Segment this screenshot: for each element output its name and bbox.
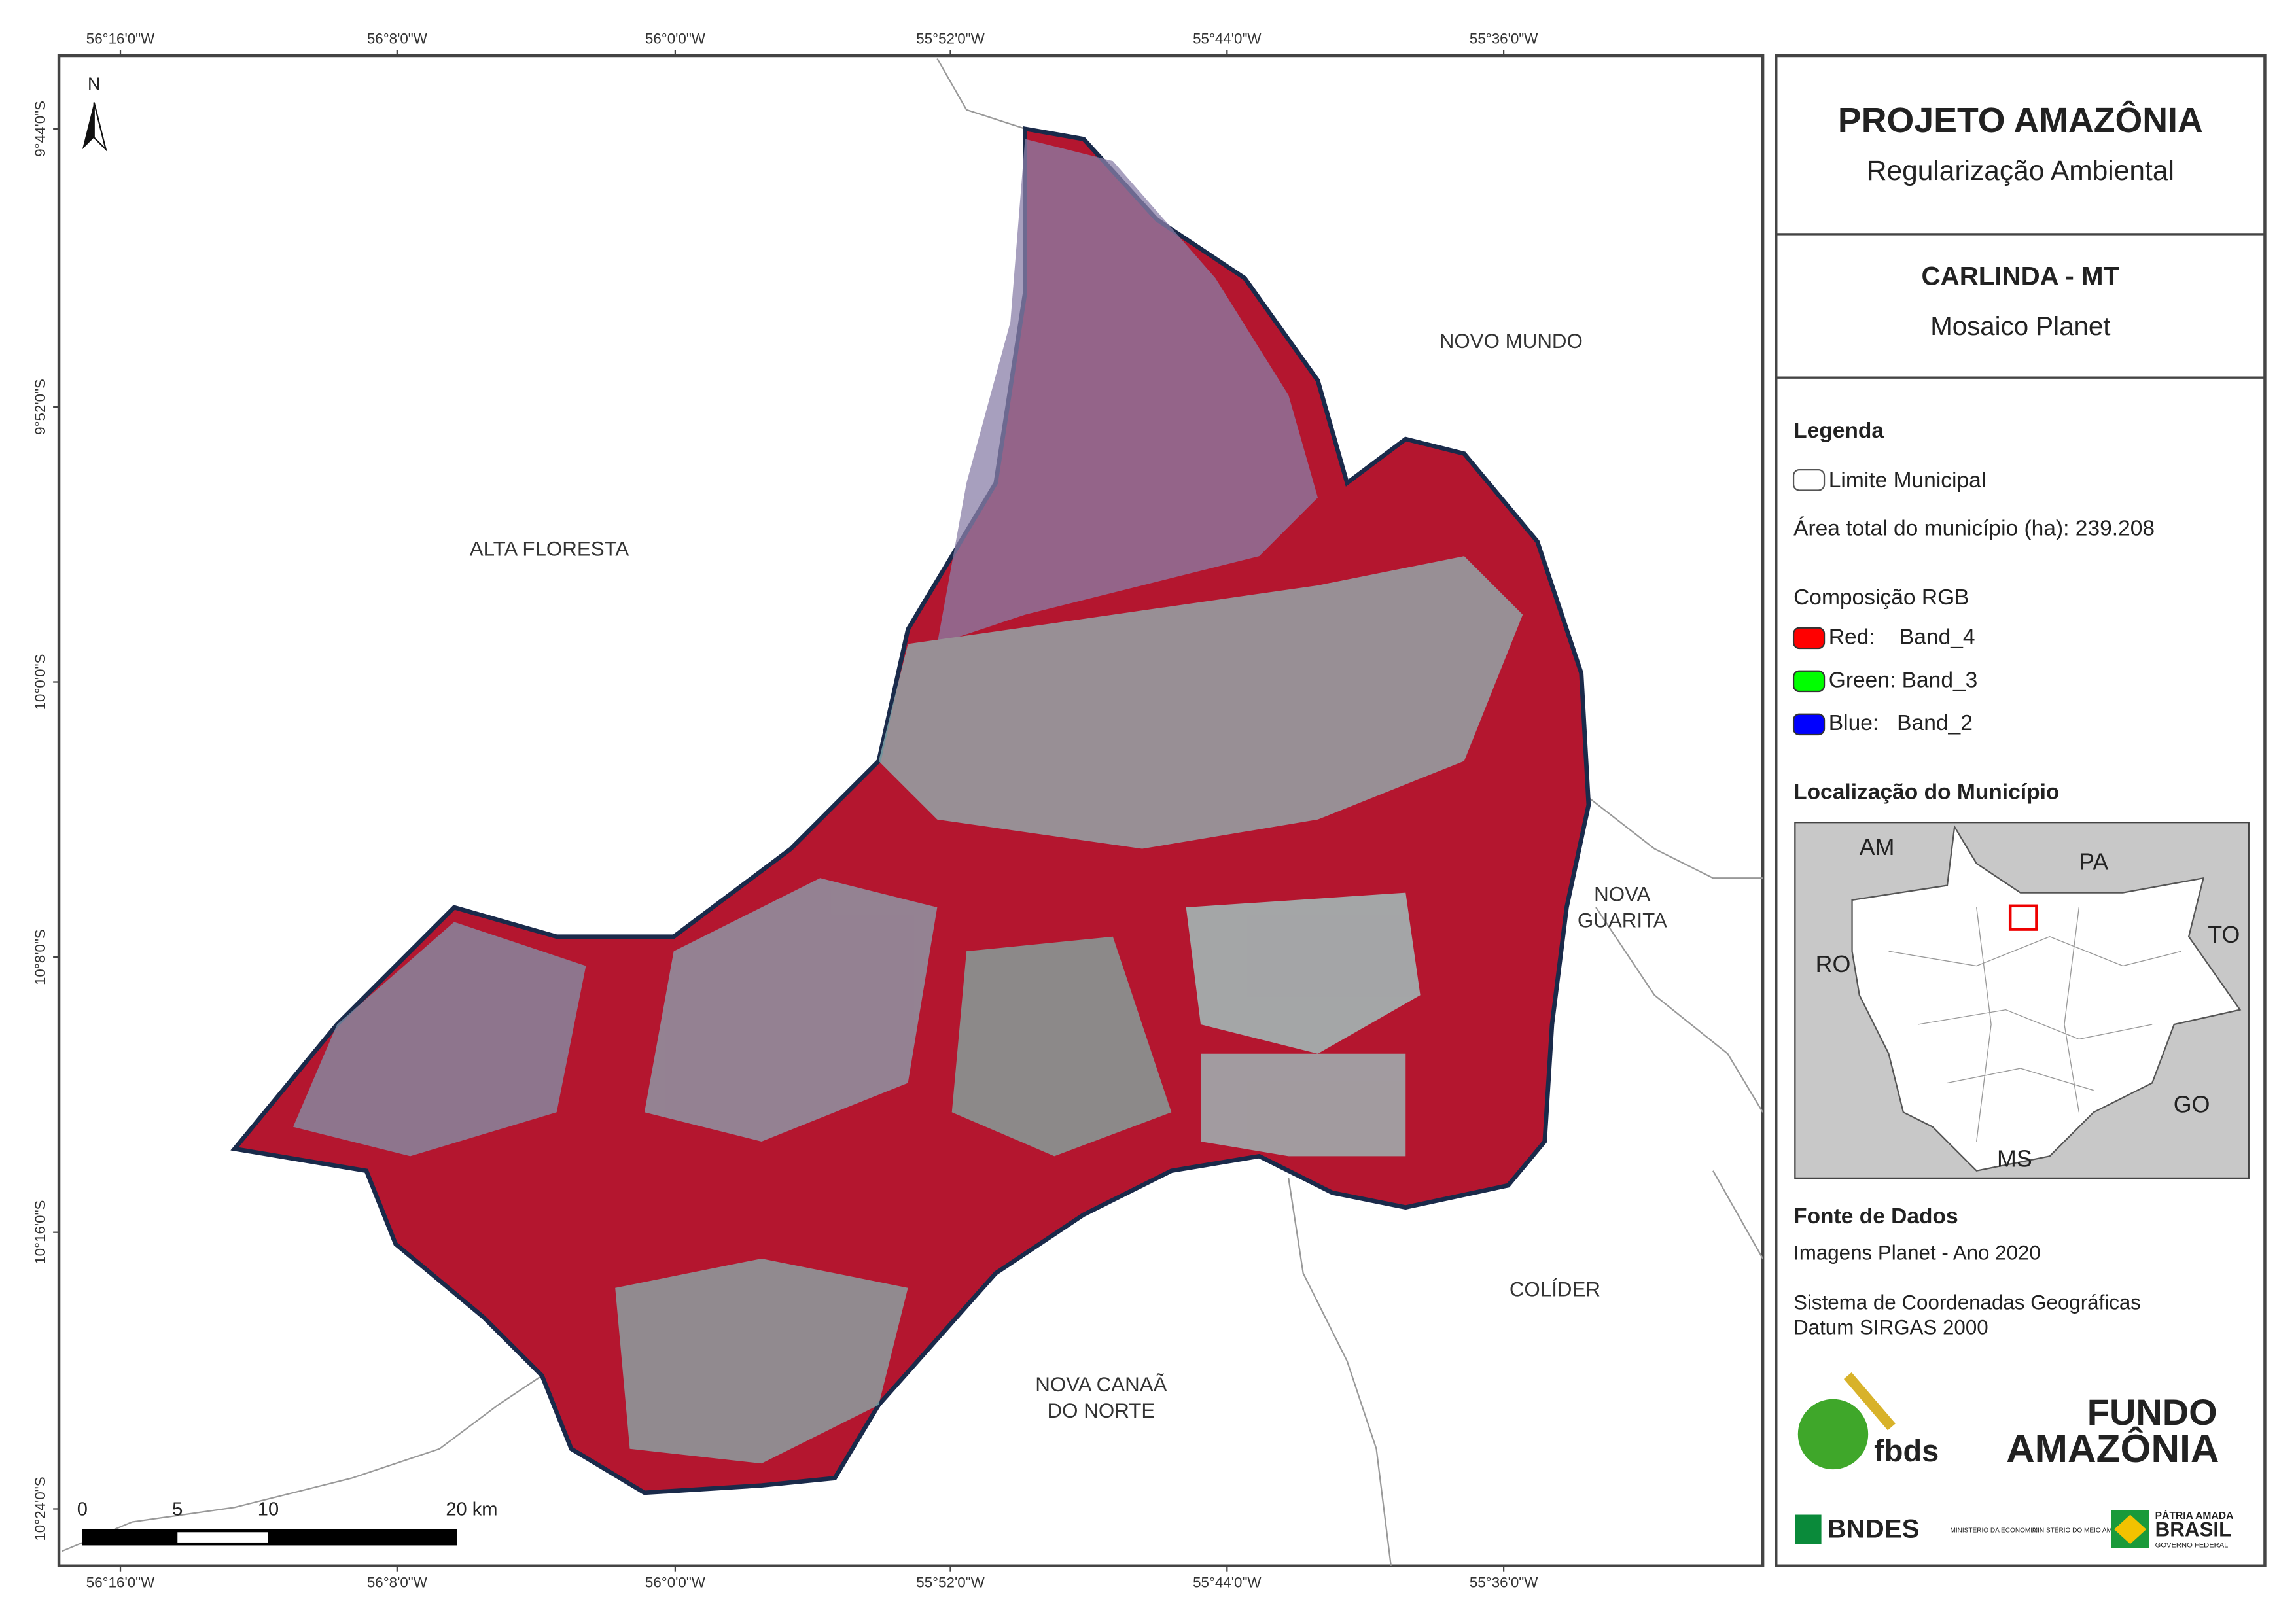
left-tick-label: 10°24'0"S: [32, 1476, 48, 1541]
legend-label: Limite Municipal: [1829, 468, 1987, 493]
image-patches: [293, 139, 1523, 1464]
brasil-text: BRASIL: [2155, 1518, 2232, 1541]
ministry-text: MINISTÉRIO DO MEIO AMBIENTE: [2032, 1526, 2136, 1535]
fundo-text: AMAZÔNIA: [2006, 1426, 2219, 1471]
legend-title: Legenda: [1793, 419, 1884, 443]
gov-text: GOVERNO FEDERAL: [2155, 1541, 2229, 1549]
state-label: AM: [1860, 834, 1895, 860]
place-label: NOVO MUNDO: [1439, 330, 1583, 353]
fbds-logo: [1843, 1372, 1896, 1431]
bottom-tick-label: 55°52'0"W: [916, 1575, 985, 1591]
band-swatch: [1792, 713, 1826, 736]
brasil-flag: [2114, 1514, 2147, 1544]
map-frame: 56°16'0"W 56°8'0"W 56°0'0"W 55°52'0"W 55°44'…: [32, 30, 1765, 1591]
location-marker: [2008, 904, 2038, 931]
scale-label: 5: [172, 1499, 183, 1520]
place-label: NOVA: [1594, 882, 1651, 905]
band-label: Blue: Band_2: [1829, 711, 1973, 735]
place-label: NOVA CANAÃ: [1035, 1373, 1167, 1396]
title: PROJETO AMAZÔNIA: [1838, 100, 2203, 140]
sources-title: Fonte de Dados: [1793, 1204, 1958, 1229]
fbds-logo: [1797, 1399, 1869, 1470]
scale-bar: [177, 1532, 268, 1543]
top-tick-label: 55°44'0"W: [1193, 30, 1262, 46]
place-label: DO NORTE: [1048, 1399, 1156, 1422]
state-label: MS: [1997, 1146, 2032, 1172]
left-tick-label: 9°52'0"S: [32, 379, 48, 435]
top-tick-label: 55°52'0"W: [916, 30, 985, 46]
state-label: GO: [2174, 1092, 2210, 1118]
fbds-text: fbds: [1874, 1433, 1939, 1468]
fundo-text: FUNDO: [2087, 1391, 2217, 1433]
left-tick-label: 10°0'0"S: [32, 654, 48, 710]
scale-label: 10: [258, 1499, 279, 1520]
municipality-name: CARLINDA - MT: [1922, 262, 2120, 291]
north-label: N: [88, 74, 100, 94]
source-line: Sistema de Coordenadas Geográficas: [1793, 1291, 2141, 1314]
source-line: Imagens Planet - Ano 2020: [1793, 1242, 2041, 1265]
rgb-title: Composição RGB: [1793, 585, 1969, 610]
patria-text: PÁTRIA AMADA: [2155, 1509, 2234, 1522]
area-label: Área total do município (ha): 239.208: [1793, 517, 2155, 541]
bottom-tick-label: 56°16'0"W: [86, 1575, 155, 1591]
top-tick-label: 56°0'0"W: [645, 30, 706, 46]
boundary-swatch: [1792, 469, 1826, 491]
scale-label: 0: [77, 1499, 88, 1520]
neighbor-boundaries: [62, 58, 1764, 1566]
scale-label: 20 km: [446, 1499, 497, 1520]
legend-panel: PROJETO AMAZÔNIA Regularização Ambiental…: [1775, 54, 2267, 1567]
bottom-tick-label: 56°8'0"W: [367, 1575, 428, 1591]
bndes-logo: [1795, 1514, 1822, 1544]
band-swatch: [1792, 627, 1826, 650]
location-title: Localização do Município: [1793, 780, 2059, 804]
band-swatch: [1792, 670, 1826, 693]
bottom-tick-label: 55°36'0"W: [1470, 1575, 1538, 1591]
mt-state: [1851, 824, 2242, 1172]
place-label: GUARITA: [1578, 909, 1667, 932]
state-label: RO: [1816, 951, 1851, 977]
subtitle: Regularização Ambiental: [1867, 156, 2174, 186]
bndes-text: BNDES: [1828, 1514, 1920, 1544]
north-arrow: [82, 102, 94, 150]
place-label: ALTA FLORESTA: [470, 537, 629, 560]
bottom-tick-label: 56°0'0"W: [645, 1575, 706, 1591]
top-tick-label: 56°16'0"W: [86, 30, 155, 46]
north-arrow: [93, 102, 107, 152]
band-label: Green: Band_3: [1829, 668, 1978, 692]
place-label: COLÍDER: [1510, 1278, 1600, 1300]
municipality-subtitle: Mosaico Planet: [1930, 311, 2110, 341]
inset-boundaries: [1888, 907, 2182, 1142]
left-tick-label: 10°8'0"S: [32, 929, 48, 985]
top-tick-label: 55°36'0"W: [1470, 30, 1538, 46]
top-tick-label: 56°8'0"W: [367, 30, 428, 46]
source-line: Datum SIRGAS 2000: [1793, 1316, 1988, 1339]
left-tick-label: 10°16'0"S: [32, 1200, 48, 1265]
left-tick-label: 9°44'0"S: [32, 101, 48, 157]
state-label: TO: [2208, 922, 2240, 948]
state-label: PA: [2079, 848, 2108, 875]
bottom-tick-label: 55°44'0"W: [1193, 1575, 1262, 1591]
ministry-text: MINISTÉRIO DA ECONOMIA: [1950, 1526, 2037, 1535]
band-label: Red: Band_4: [1829, 625, 1975, 649]
panel-border: [1775, 54, 2267, 1567]
scale-bar: [82, 1529, 457, 1546]
